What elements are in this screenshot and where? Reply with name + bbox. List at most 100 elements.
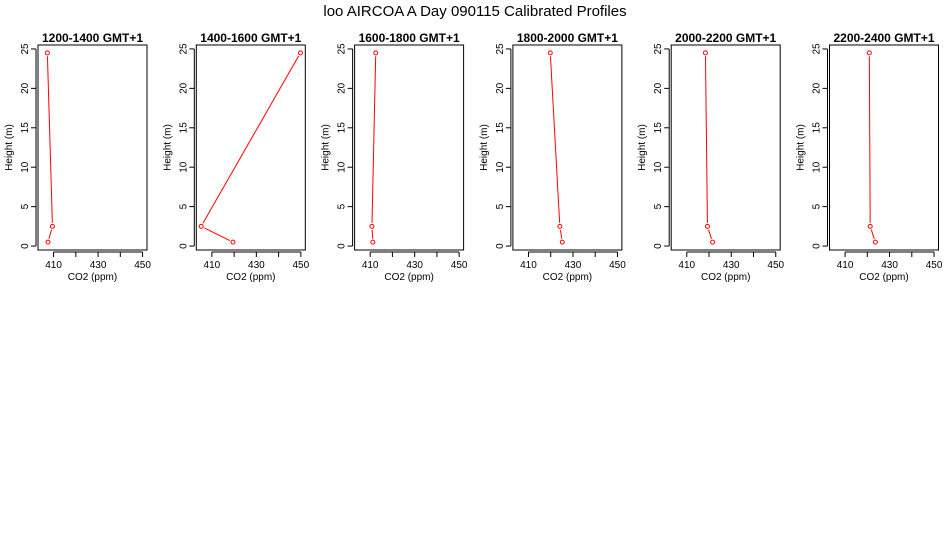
- y-tick-label: 5: [337, 203, 348, 209]
- y-tick-label: 0: [337, 243, 348, 249]
- x-tick-label: 450: [293, 260, 310, 271]
- panel-3: 1600-1800 GMT+1 410 430 450 CO2 (ppm) 0 5 10 15 2…: [321, 31, 468, 283]
- y-tick-label: 20: [812, 82, 823, 94]
- y-tick-label: 5: [495, 203, 506, 209]
- y-tick-label: 15: [20, 122, 31, 134]
- panel-title: 1400-1600 GMT+1: [200, 31, 301, 45]
- series-segment: [48, 229, 52, 239]
- y-tick-label: 0: [495, 243, 506, 249]
- y-axis-label: Height (m): [796, 124, 807, 171]
- series-segment: [202, 55, 300, 224]
- x-axis-label: CO2 (ppm): [543, 272, 592, 283]
- series-segment: [204, 227, 231, 242]
- data-point: [230, 239, 236, 245]
- y-tick-label: 10: [495, 161, 506, 173]
- series-segment: [559, 229, 563, 239]
- x-axis-label: CO2 (ppm): [384, 272, 433, 283]
- y-tick-label: 15: [653, 122, 664, 134]
- panel-title: 1600-1800 GMT+1: [359, 31, 460, 45]
- y-tick-label: 10: [178, 161, 189, 173]
- y-tick-label: 25: [653, 43, 664, 55]
- panel-title: 1200-1400 GMT+1: [42, 31, 143, 45]
- x-tick-label: 430: [881, 260, 898, 271]
- plot-frame: [829, 44, 939, 251]
- panel-6: 2200-2400 GMT+1 410 430 450 CO2 (ppm) 0 5 10 15 2…: [796, 31, 943, 283]
- y-tick-label: 15: [337, 122, 348, 134]
- x-tick-label: 410: [45, 260, 62, 271]
- y-axis-label: Height (m): [4, 124, 15, 171]
- panels: 1200-1400 GMT+1 410 430 450 CO2 (ppm) 0 5 10 15 2…: [4, 31, 943, 283]
- data-point: [867, 223, 873, 229]
- y-tick-label: 5: [653, 203, 664, 209]
- data-point: [297, 50, 303, 56]
- panel-2: 1400-1600 GMT+1 410 430 450 CO2 (ppm) 0 5 10 15 2…: [162, 31, 309, 283]
- data-point: [44, 50, 50, 56]
- data-point: [49, 223, 55, 229]
- x-tick-label: 410: [678, 260, 695, 271]
- data-point: [198, 223, 204, 229]
- y-tick-label: 20: [495, 82, 506, 94]
- x-tick-label: 410: [204, 260, 221, 271]
- series-segment: [870, 229, 875, 239]
- data-point: [369, 223, 375, 229]
- x-tick-label: 450: [451, 260, 468, 271]
- y-tick-label: 10: [812, 161, 823, 173]
- plot-frame: [512, 44, 623, 251]
- panel-title: 1800-2000 GMT+1: [517, 31, 618, 45]
- y-tick-label: 25: [812, 43, 823, 55]
- x-axis-label: CO2 (ppm): [68, 272, 117, 283]
- x-tick-label: 410: [362, 260, 379, 271]
- y-tick-label: 25: [495, 43, 506, 55]
- y-axis-label: Height (m): [479, 124, 490, 171]
- y-tick-label: 20: [337, 82, 348, 94]
- plot-frame: [354, 44, 465, 251]
- x-tick-label: 410: [520, 260, 537, 271]
- y-tick-label: 15: [812, 122, 823, 134]
- data-point: [373, 50, 379, 56]
- x-axis-label: CO2 (ppm): [701, 272, 750, 283]
- data-point: [872, 239, 878, 245]
- y-tick-label: 0: [653, 243, 664, 249]
- y-tick-label: 5: [20, 203, 31, 209]
- figure-title: loo AIRCOA A Day 090115 Calibrated Profi…: [323, 3, 626, 20]
- y-tick-label: 15: [178, 122, 189, 134]
- data-point: [710, 239, 716, 245]
- y-axis-label: Height (m): [162, 124, 173, 171]
- x-tick-label: 430: [406, 260, 423, 271]
- data-point: [702, 50, 708, 56]
- series-segment: [46, 56, 53, 223]
- data-point: [704, 223, 710, 229]
- y-tick-label: 10: [20, 161, 31, 173]
- y-axis-label: Height (m): [637, 124, 648, 171]
- y-tick-label: 15: [495, 122, 506, 134]
- y-tick-label: 0: [812, 243, 823, 249]
- x-tick-label: 450: [134, 260, 151, 271]
- series-segment: [549, 56, 561, 223]
- data-point: [559, 239, 565, 245]
- data-point: [370, 239, 376, 245]
- x-axis-label: CO2 (ppm): [859, 272, 908, 283]
- x-tick-label: 450: [609, 260, 626, 271]
- panel-title: 2200-2400 GMT+1: [833, 31, 934, 45]
- data-point: [866, 50, 872, 56]
- x-tick-label: 430: [90, 260, 107, 271]
- y-tick-label: 20: [178, 82, 189, 94]
- y-tick-label: 20: [653, 82, 664, 94]
- series-segment: [704, 56, 708, 223]
- series-segment: [371, 56, 377, 223]
- x-tick-label: 450: [926, 260, 943, 271]
- x-tick-label: 450: [767, 260, 784, 271]
- panel-4: 1800-2000 GMT+1 410 430 450 CO2 (ppm) 0 5 10 15 2…: [479, 31, 626, 283]
- data-point: [45, 239, 51, 245]
- panel-5: 2000-2200 GMT+1 410 430 450 CO2 (ppm) 0 5 10 15 2…: [637, 31, 784, 283]
- x-tick-label: 410: [837, 260, 854, 271]
- y-tick-label: 25: [337, 43, 348, 55]
- data-point: [547, 50, 553, 56]
- y-tick-label: 10: [653, 161, 664, 173]
- series-segment: [868, 56, 871, 223]
- y-tick-label: 0: [20, 243, 31, 249]
- y-tick-label: 20: [20, 82, 31, 94]
- y-tick-label: 10: [337, 161, 348, 173]
- x-tick-label: 430: [565, 260, 582, 271]
